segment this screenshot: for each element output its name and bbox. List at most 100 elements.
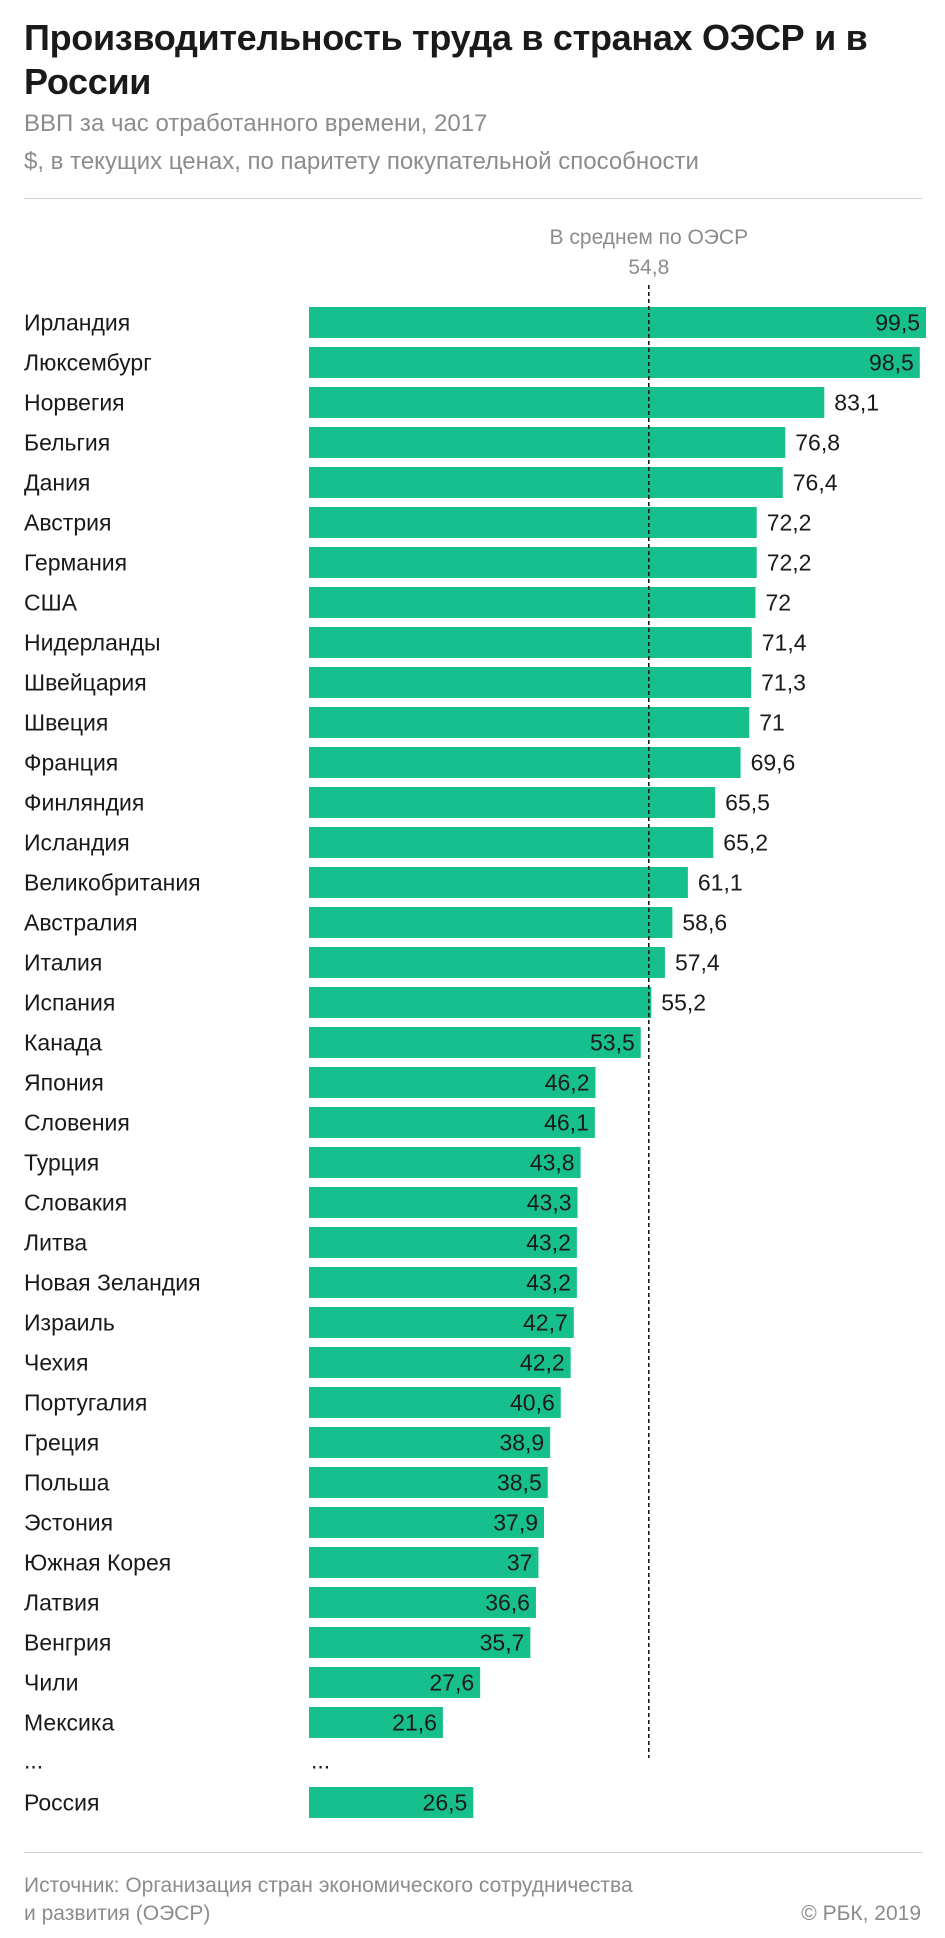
category-label: Литва	[24, 1230, 87, 1256]
bar-chart: Ирландия 99,5 Люксембург 98,5 Норвегия 83,1 Бе…	[24, 226, 926, 1818]
bar	[309, 1227, 577, 1258]
value-label: 46,1	[544, 1110, 589, 1136]
bar	[309, 1787, 474, 1818]
source-line-1: Источник: Организация стран экономическо…	[24, 1874, 633, 1897]
category-label: Исландия	[24, 830, 130, 856]
bar	[309, 627, 752, 658]
bar	[309, 1627, 531, 1658]
bar	[309, 667, 752, 698]
category-label: Франция	[24, 750, 118, 776]
source-line-2: и развития (ОЭСР)	[24, 1902, 211, 1925]
value-label: 43,2	[526, 1230, 571, 1256]
value-label: 69,6	[751, 750, 796, 776]
bar	[309, 427, 786, 458]
bar	[309, 1147, 581, 1178]
category-label: Словения	[24, 1110, 130, 1136]
bar	[309, 707, 750, 738]
bar	[309, 1467, 548, 1498]
value-label: 71	[759, 710, 785, 736]
top-divider	[24, 198, 922, 199]
value-label: 38,9	[499, 1430, 544, 1456]
value-label: 40,6	[510, 1390, 555, 1416]
category-label: Италия	[24, 950, 102, 976]
category-label: Япония	[24, 1070, 104, 1096]
value-label: 98,5	[869, 350, 914, 376]
category-label: Словакия	[24, 1190, 127, 1216]
bar	[309, 1667, 481, 1698]
bar	[309, 1067, 596, 1098]
category-label: Португалия	[24, 1390, 147, 1416]
category-label: Чехия	[24, 1350, 88, 1376]
value-label: 65,2	[723, 830, 768, 856]
category-label: Латвия	[24, 1590, 99, 1616]
subtitle-year: ВВП за час отработанного времени, 2017	[24, 110, 488, 137]
bar	[309, 1427, 551, 1458]
value-label: 43,2	[526, 1270, 571, 1296]
chart-title: Производительность труда в странах ОЭСР …	[24, 17, 868, 102]
bottom-divider	[24, 1852, 922, 1853]
category-label: Канада	[24, 1030, 102, 1056]
category-label: Австрия	[24, 510, 111, 536]
bar	[309, 1347, 571, 1378]
bar	[309, 1307, 574, 1338]
category-label: Бельгия	[24, 430, 110, 456]
value-label: 57,4	[675, 950, 720, 976]
bar	[309, 467, 783, 498]
category-label: Австралия	[24, 910, 138, 936]
bar	[309, 1027, 641, 1058]
subtitle-units: $, в текущих ценах, по паритету покупате…	[24, 148, 699, 175]
category-label: Мексика	[24, 1710, 114, 1736]
bar	[309, 907, 673, 938]
category-label: Греция	[24, 1430, 99, 1456]
value-label: 37,9	[493, 1510, 538, 1536]
value-label: 76,8	[795, 430, 840, 456]
bar	[309, 1107, 595, 1138]
value-label: 42,7	[523, 1310, 568, 1336]
category-label: Испания	[24, 990, 115, 1016]
category-label: Ирландия	[24, 310, 130, 336]
value-label: 46,2	[545, 1070, 590, 1096]
bar	[309, 1187, 578, 1218]
value-label: 55,2	[661, 990, 706, 1016]
category-label: Норвегия	[24, 390, 125, 416]
bar	[309, 787, 716, 818]
category-label: Эстония	[24, 1510, 113, 1536]
category-label: США	[24, 590, 78, 616]
value-label: 58,6	[682, 910, 727, 936]
category-label: Финляндия	[24, 790, 144, 816]
category-label: Швеция	[24, 710, 108, 736]
value-label: 21,6	[392, 1710, 437, 1736]
average-label: В среднем по ОЭСР	[550, 226, 749, 249]
value-label: 43,3	[527, 1190, 572, 1216]
bar	[309, 547, 757, 578]
bar	[309, 1507, 545, 1538]
bar	[309, 1267, 577, 1298]
category-label: Дания	[24, 470, 90, 496]
value-label: 99,5	[875, 310, 920, 336]
bar	[309, 307, 926, 338]
value-label: 36,6	[485, 1590, 530, 1616]
category-label: Венгрия	[24, 1630, 111, 1656]
value-label: 65,5	[725, 790, 770, 816]
category-label: Южная Корея	[24, 1550, 171, 1576]
bar	[309, 347, 920, 378]
category-label: Великобритания	[24, 870, 201, 896]
value-label: 35,7	[480, 1630, 525, 1656]
bar	[309, 867, 688, 898]
value-label: 27,6	[429, 1670, 474, 1696]
category-label: Люксембург	[24, 350, 152, 376]
bar	[309, 1387, 561, 1418]
value-label: 76,4	[793, 470, 838, 496]
value-label: 71,4	[762, 630, 807, 656]
bar	[309, 1707, 443, 1738]
source-note: Источник: Организация стран экономическо…	[24, 1872, 633, 1928]
value-label: 42,2	[520, 1350, 565, 1376]
ellipsis-category: ...	[24, 1748, 43, 1774]
category-label: Чили	[24, 1670, 78, 1696]
value-label: 72,2	[767, 510, 812, 536]
category-label: Швейцария	[24, 670, 147, 696]
value-label: 37	[507, 1550, 533, 1576]
value-label: 72	[765, 590, 791, 616]
value-label: 53,5	[590, 1030, 635, 1056]
value-label: 61,1	[698, 870, 743, 896]
